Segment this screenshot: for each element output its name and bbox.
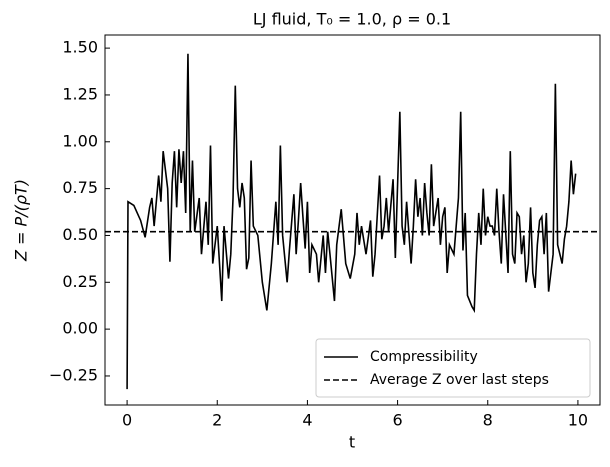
y-tick-label: 0.00	[62, 319, 98, 338]
y-tick-label: 1.00	[62, 131, 98, 150]
y-tick-label: −0.25	[49, 365, 98, 384]
y-tick-label: 1.25	[62, 84, 98, 103]
x-tick-label: 10	[568, 411, 588, 430]
y-tick-label: 1.50	[62, 38, 98, 57]
y-axis-label: Z = P/(ρT)	[12, 179, 31, 262]
legend-label: Average Z over last steps	[370, 372, 549, 388]
x-tick-label: 8	[483, 411, 493, 430]
y-tick-label: 0.25	[62, 272, 98, 291]
plot-frame	[104, 34, 601, 406]
data-line	[126, 53, 577, 390]
x-axis-label: t	[349, 433, 355, 452]
y-tick-label: 0.50	[62, 225, 98, 244]
legend-box	[315, 338, 591, 398]
y-tick-label: 0.75	[62, 178, 98, 197]
x-tick-label: 4	[302, 411, 312, 430]
x-tick-label: 2	[212, 411, 222, 430]
x-tick-label: 0	[122, 411, 132, 430]
chart-title: LJ fluid, T₀ = 1.0, ρ = 0.1	[253, 10, 451, 29]
x-tick-label: 6	[392, 411, 402, 430]
legend-label: Compressibility	[370, 349, 478, 365]
